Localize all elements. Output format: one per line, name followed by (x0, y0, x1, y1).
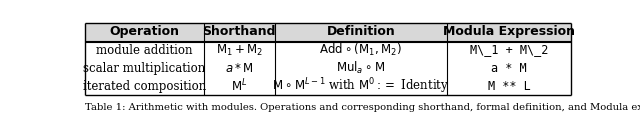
Text: scalar multiplication: scalar multiplication (83, 62, 205, 75)
Text: $\mathrm{Add} \circ (\mathrm{M}_1, \mathrm{M}_2)$: $\mathrm{Add} \circ (\mathrm{M}_1, \math… (319, 42, 402, 58)
Text: $\mathrm{M}_1 + \mathrm{M}_2$: $\mathrm{M}_1 + \mathrm{M}_2$ (216, 43, 263, 58)
Text: Operation: Operation (109, 25, 179, 38)
Text: $\mathrm{Mul}_a \circ \mathrm{M}$: $\mathrm{Mul}_a \circ \mathrm{M}$ (336, 60, 385, 76)
Text: Definition: Definition (326, 25, 395, 38)
Text: module addition: module addition (96, 44, 193, 56)
Text: $\mathrm{M} \circ \mathrm{M}^{L-1}$ with $\mathrm{M}^0 :=$ Identity: $\mathrm{M} \circ \mathrm{M}^{L-1}$ with… (272, 76, 449, 96)
Text: $a * \mathrm{M}$: $a * \mathrm{M}$ (225, 62, 253, 75)
Text: Table 1: Arithmetic with modules. Operations and corresponding shorthand, formal: Table 1: Arithmetic with modules. Operat… (85, 103, 640, 112)
Text: iterated composition: iterated composition (83, 80, 206, 93)
Text: Modula Expression: Modula Expression (443, 25, 575, 38)
Text: Shorthand: Shorthand (202, 25, 276, 38)
Text: M ** L: M ** L (488, 80, 531, 93)
Bar (85, 23, 571, 41)
Text: a * M: a * M (492, 62, 527, 75)
Text: $\mathrm{M}^L$: $\mathrm{M}^L$ (231, 78, 248, 94)
Text: M\_1 + M\_2: M\_1 + M\_2 (470, 44, 548, 56)
Bar (85, 41, 571, 95)
